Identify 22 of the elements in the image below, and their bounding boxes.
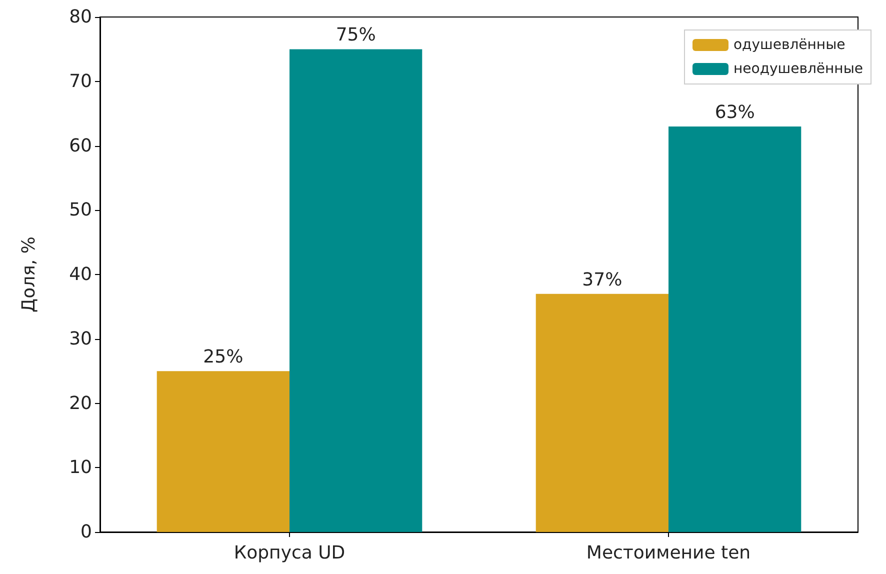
x-tick-label: Местоимение ten <box>586 542 751 564</box>
y-tick-label: 10 <box>69 457 92 478</box>
y-tick-label: 30 <box>69 328 92 350</box>
y-axis-title: Доля, % <box>18 236 40 312</box>
data-label: 75% <box>336 24 376 46</box>
y-tick-label: 40 <box>69 264 92 285</box>
y-tick-label: 80 <box>69 6 92 28</box>
y-tick-label: 50 <box>69 200 92 221</box>
bar <box>290 49 422 532</box>
y-tick-label: 60 <box>69 135 92 156</box>
legend-label: неодушевлённые <box>733 61 864 77</box>
y-tick-label: 20 <box>69 392 92 414</box>
bar <box>536 294 668 532</box>
legend-label: одушевлённые <box>733 37 846 53</box>
data-label: 37% <box>582 269 622 290</box>
data-label: 25% <box>203 346 244 368</box>
x-tick-label: Корпуса UD <box>234 542 346 564</box>
bar <box>156 371 290 532</box>
y-tick-label: 70 <box>69 70 92 92</box>
data-label: 63% <box>714 102 755 123</box>
y-tick-label: 0 <box>80 522 92 542</box>
bar <box>668 126 802 532</box>
